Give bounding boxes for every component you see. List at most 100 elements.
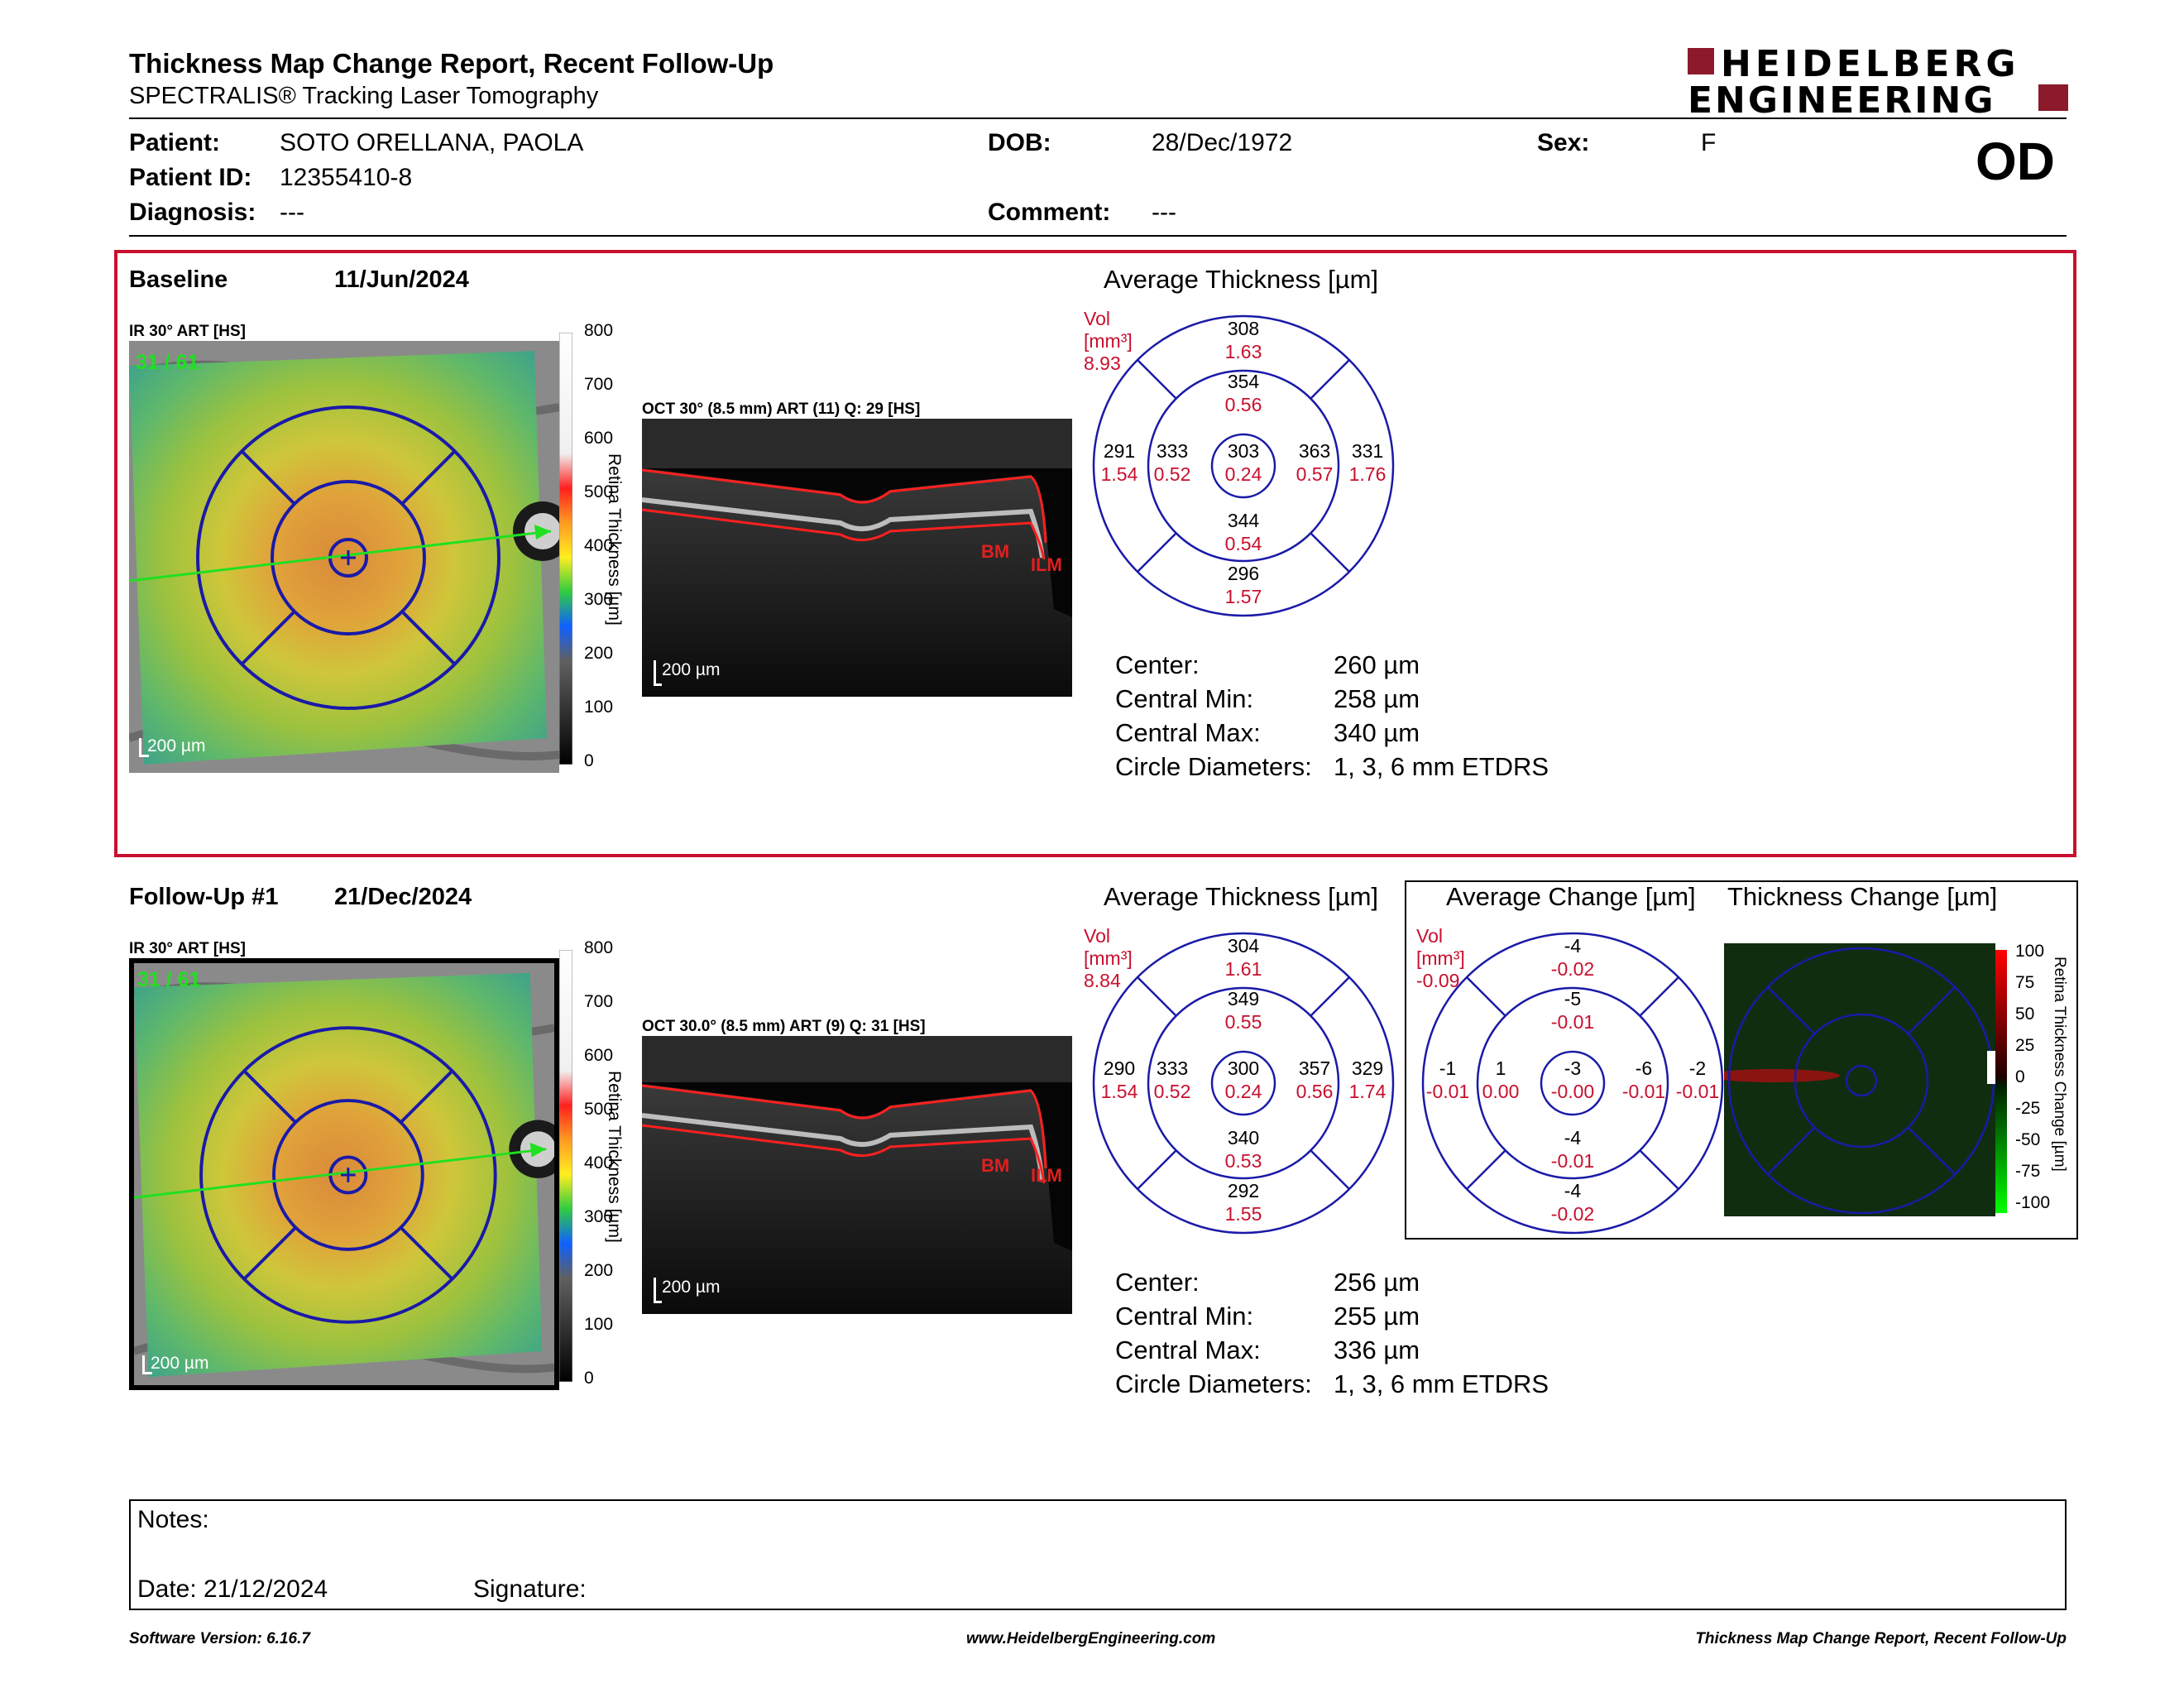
tick-200: 200: [584, 644, 614, 663]
baseline-outer-top-volume: 1.63: [1224, 341, 1262, 362]
followup-center-volume: 0.24: [1224, 1081, 1262, 1102]
logo-line-2: ENGINEERING: [1688, 79, 1996, 122]
baseline-center-thickness: 303: [1227, 440, 1260, 462]
software-version: Software Version: 6.16.7: [129, 1630, 310, 1647]
change-outer-top-volume: -0.02: [1550, 958, 1595, 980]
sex-label: Sex:: [1537, 129, 1590, 156]
tick-0: 0: [584, 751, 594, 770]
change-inner-bottom-volume: -0.01: [1550, 1150, 1595, 1172]
baseline-oct-bscan: BM ILM 200 µm: [641, 419, 1072, 697]
followup-etdrs-grid: [1092, 932, 1395, 1235]
tick-300: 300: [584, 590, 614, 609]
change-inner-right-volume: -0.01: [1621, 1081, 1666, 1102]
fu-tick-400: 400: [584, 1153, 614, 1172]
followup-scale-ticks: 800 700 600 500 400 300 200 100 0: [579, 938, 629, 1388]
baseline-inner-bottom-volume: 0.54: [1224, 533, 1262, 554]
website-link[interactable]: www.HeidelbergEngineering.com: [966, 1630, 1216, 1647]
baseline-center-value: 260 µm: [1334, 650, 1420, 679]
thickness-change-map: [1707, 943, 1995, 1216]
change-tick-neg100: -100: [2015, 1193, 2051, 1212]
signature-label: Signature:: [473, 1575, 587, 1603]
followup-frame-counter: 31 / 61: [137, 968, 201, 991]
notes-date: Date: 21/12/2024: [137, 1575, 328, 1603]
followup-outer-top-volume: 1.61: [1224, 958, 1262, 980]
baseline-diam-label: Circle Diameters:: [1115, 752, 1312, 781]
change-tick-75: 75: [2015, 973, 2035, 992]
baseline-frame-counter: 31 / 61: [136, 351, 199, 374]
patient-label: Patient:: [129, 129, 221, 156]
baseline-min-value: 258 µm: [1334, 684, 1420, 713]
followup-outer-bottom-volume: 1.55: [1224, 1203, 1262, 1225]
baseline-vol-label: Vol [mm³]: [1084, 308, 1133, 352]
baseline-etdrs-grid: [1092, 314, 1395, 617]
change-color-scale: [1995, 950, 2007, 1213]
baseline-outer-bottom-thickness: 296: [1227, 563, 1260, 584]
followup-diam-label: Circle Diameters:: [1115, 1369, 1312, 1398]
followup-center-thickness: 300: [1227, 1057, 1260, 1079]
change-tick-0: 0: [2015, 1067, 2025, 1086]
baseline-label: Baseline: [129, 266, 228, 293]
baseline-inner-right-volume: 0.57: [1296, 463, 1334, 485]
fu-tick-100: 100: [584, 1315, 614, 1334]
change-inner-left-volume: 0.00: [1482, 1081, 1520, 1102]
change-inner-bottom-thickness: -4: [1564, 1127, 1582, 1149]
followup-inner-left-volume: 0.52: [1153, 1081, 1191, 1102]
change-vol-label: Vol [mm³]: [1416, 925, 1465, 969]
sex: F: [1701, 129, 1717, 156]
baseline-date: 11/Jun/2024: [334, 266, 469, 293]
fu-tick-800: 800: [584, 938, 614, 957]
fu-tick-600: 600: [584, 1046, 614, 1065]
baseline-thickness-map: 31 / 61 200 µm: [127, 341, 572, 773]
baseline-outer-right-thickness: 331: [1351, 440, 1384, 462]
followup-inner-top-volume: 0.55: [1224, 1011, 1262, 1033]
change-tick-neg25: -25: [2015, 1099, 2041, 1118]
followup-volume: Vol [mm³] 8.84: [1084, 925, 1150, 991]
baseline-inner-left-volume: 0.52: [1153, 463, 1191, 485]
change-outer-left-thickness: -1: [1439, 1057, 1457, 1079]
baseline-diam-value: 1, 3, 6 mm ETDRS: [1334, 752, 1549, 781]
change-etdrs-grid: [1421, 932, 1724, 1235]
fu-tick-500: 500: [584, 1100, 614, 1119]
change-tick-neg50: -50: [2015, 1130, 2041, 1149]
change-outer-bottom-thickness: -4: [1564, 1180, 1582, 1201]
baseline-center-label: Center:: [1115, 650, 1200, 679]
followup-ilm-label: ILM: [1031, 1165, 1062, 1186]
baseline-ir-label: IR 30° ART [HS]: [129, 323, 246, 340]
followup-outer-bottom-thickness: 292: [1227, 1180, 1260, 1201]
change-outer-right-thickness: -2: [1688, 1057, 1707, 1079]
followup-inner-right-thickness: 357: [1298, 1057, 1331, 1079]
followup-min-value: 255 µm: [1334, 1302, 1420, 1331]
followup-label: Follow-Up #1: [129, 884, 279, 910]
patient-name: SOTO ORELLANA, PAOLA: [280, 129, 584, 156]
fu-tick-300: 300: [584, 1207, 614, 1226]
eye-indicator: OD: [1976, 132, 2055, 191]
baseline-etdrs-values: 308 1.63 354 0.56 291 1.54 333 0.52 303 …: [1092, 314, 1395, 617]
notes-box[interactable]: Notes: Date: 21/12/2024 Signature:: [129, 1499, 2067, 1610]
followup-max-label: Central Max:: [1115, 1336, 1261, 1364]
change-center-thickness: -3: [1564, 1057, 1582, 1079]
fu-tick-200: 200: [584, 1261, 614, 1280]
baseline-frame: [114, 250, 2076, 857]
dob: 28/Dec/1972: [1152, 129, 1293, 156]
baseline-vol-value: 8.93: [1084, 352, 1121, 374]
baseline-inner-bottom-thickness: 344: [1227, 510, 1260, 531]
baseline-outer-top-thickness: 308: [1227, 318, 1260, 339]
patient-divider: [129, 235, 2067, 237]
followup-ir-scale: 200 µm: [151, 1354, 209, 1373]
diagnosis: ---: [280, 199, 304, 226]
heidelberg-logo: HEIDELBERG ENGINEERING: [1688, 43, 2068, 122]
tick-400: 400: [584, 536, 614, 555]
change-etdrs-values: -4 -0.02 -5 -0.01 -1 -0.01 1 0.00 -3 -0.…: [1421, 932, 1724, 1235]
baseline-ir-scale: 200 µm: [147, 736, 206, 755]
followup-color-scale: [558, 949, 573, 1383]
followup-oct-scale: 200 µm: [662, 1278, 721, 1297]
followup-vol-value: 8.84: [1084, 970, 1121, 991]
change-volume: Vol [mm³] -0.09: [1416, 925, 1482, 991]
baseline-scale-title: Retina Thickness [µm]: [605, 453, 624, 626]
baseline-max-label: Central Max:: [1115, 718, 1261, 747]
change-outer-top-thickness: -4: [1564, 935, 1582, 957]
baseline-volume: Vol [mm³] 8.93: [1084, 308, 1150, 374]
baseline-inner-left-thickness: 333: [1156, 440, 1189, 462]
baseline-max-value: 340 µm: [1334, 718, 1420, 747]
followup-outer-top-thickness: 304: [1227, 935, 1260, 957]
